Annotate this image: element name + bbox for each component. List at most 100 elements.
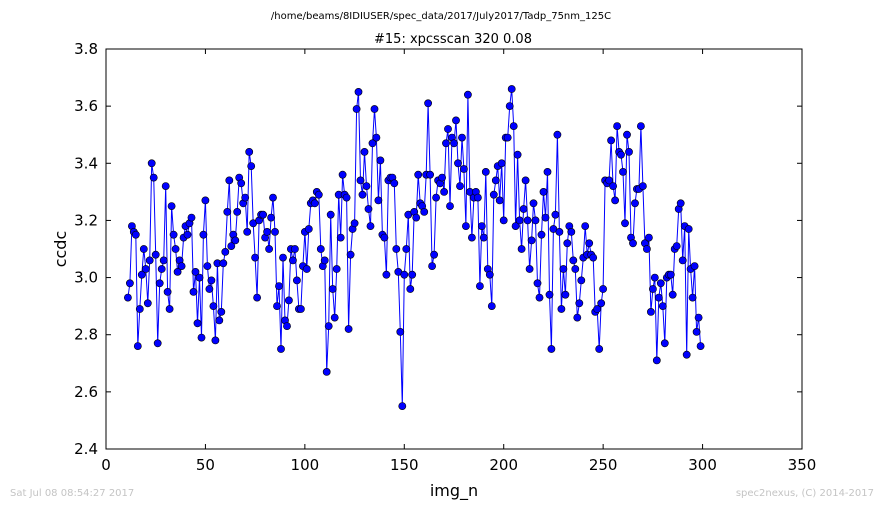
data-point — [543, 167, 552, 176]
data-point — [521, 176, 530, 185]
data-point — [237, 179, 246, 188]
data-point — [225, 176, 234, 185]
data-point — [551, 210, 560, 219]
data-point — [187, 213, 196, 222]
data-point — [623, 130, 631, 139]
data-point — [231, 236, 240, 245]
data-point — [279, 253, 287, 262]
figure-suptitle: /home/beams/8IDIUSER/spec_data/2017/July… — [271, 11, 611, 22]
data-point — [328, 285, 337, 293]
data-point — [428, 262, 436, 270]
data-point — [408, 270, 417, 279]
data-point — [430, 250, 438, 259]
data-point — [310, 199, 319, 208]
data-point — [442, 139, 450, 148]
data-point — [273, 302, 281, 310]
data-point — [571, 265, 580, 273]
data-point — [169, 230, 178, 239]
data-point — [147, 159, 156, 168]
data-point — [569, 256, 578, 265]
data-point — [209, 302, 218, 310]
data-point — [296, 305, 305, 313]
data-point — [145, 256, 154, 265]
data-point — [559, 265, 568, 273]
data-point — [660, 339, 669, 348]
data-point — [511, 222, 520, 230]
data-point — [336, 233, 345, 242]
data-point — [424, 99, 432, 108]
data-point — [183, 230, 192, 239]
data-point — [322, 367, 331, 376]
data-point — [135, 305, 144, 313]
data-point — [668, 290, 677, 299]
data-point — [463, 90, 472, 99]
data-point — [432, 193, 440, 202]
data-point — [350, 219, 359, 228]
data-point — [149, 173, 158, 182]
data-point — [452, 116, 460, 125]
data-point — [585, 239, 594, 248]
data-point — [678, 256, 687, 265]
data-point — [207, 276, 216, 285]
data-point — [481, 167, 490, 176]
data-point — [382, 270, 391, 279]
data-point — [561, 290, 570, 299]
data-point — [372, 133, 381, 142]
data-point — [507, 85, 516, 93]
data-point — [288, 256, 297, 265]
data-point — [479, 233, 488, 242]
data-point — [575, 299, 584, 308]
data-point — [446, 202, 454, 210]
data-point — [647, 307, 655, 316]
data-point — [354, 88, 363, 96]
data-point — [398, 402, 407, 410]
data-point — [259, 210, 267, 219]
data-point — [332, 265, 341, 273]
data-point — [505, 102, 514, 110]
data-point — [380, 233, 389, 242]
data-point — [555, 227, 564, 236]
data-point — [406, 285, 415, 293]
data-point — [141, 265, 150, 273]
data-point — [414, 170, 423, 179]
data-point — [456, 182, 464, 190]
data-point — [245, 147, 254, 156]
x-tick-label: 300 — [688, 456, 717, 474]
data-point — [654, 293, 663, 302]
data-point — [251, 253, 259, 262]
data-point — [199, 230, 208, 239]
data-point — [292, 276, 301, 285]
data-point — [517, 245, 526, 253]
data-point — [283, 322, 291, 330]
data-point — [672, 242, 681, 250]
data-point — [263, 227, 271, 236]
data-point — [275, 282, 283, 290]
data-point — [605, 176, 613, 185]
data-point — [151, 250, 160, 259]
data-point — [682, 350, 691, 359]
x-tick-label: 250 — [589, 456, 618, 474]
data-point — [573, 313, 582, 322]
data-point — [155, 279, 164, 288]
y-tick-label: 3.0 — [74, 269, 98, 287]
data-point — [497, 159, 506, 168]
data-point — [324, 322, 333, 330]
y-tick-label: 2.6 — [74, 383, 98, 401]
data-point — [143, 299, 152, 308]
data-point — [284, 296, 293, 305]
data-point — [553, 130, 562, 139]
y-tick-label: 3.4 — [74, 154, 98, 172]
data-point — [547, 345, 556, 353]
data-point — [589, 253, 598, 262]
data-point — [243, 227, 252, 236]
data-point — [131, 230, 140, 239]
data-point — [366, 222, 375, 230]
data-point — [650, 273, 659, 282]
data-point — [597, 299, 606, 308]
data-point — [459, 165, 468, 173]
data-point — [362, 182, 371, 190]
x-tick-label: 100 — [291, 456, 320, 474]
data-point — [277, 345, 285, 353]
data-point — [503, 133, 512, 142]
